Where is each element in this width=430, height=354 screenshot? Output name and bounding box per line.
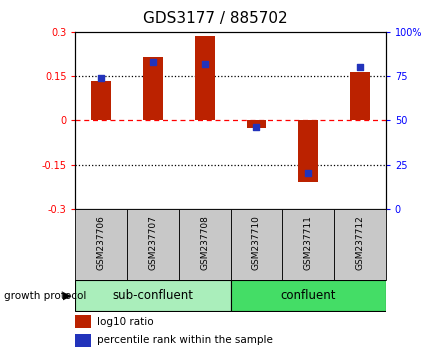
Bar [230,209,282,280]
Text: GSM237710: GSM237710 [252,215,260,270]
Text: GDS3177 / 885702: GDS3177 / 885702 [143,11,287,25]
Bar [298,120,317,182]
Text: log10 ratio: log10 ratio [97,316,154,327]
Bar [194,36,214,120]
Text: growth protocol: growth protocol [4,291,86,301]
Text: GSM237708: GSM237708 [200,215,209,270]
Text: GSM237712: GSM237712 [355,216,363,270]
Text: GSM237707: GSM237707 [148,215,157,270]
Text: ▶: ▶ [62,291,71,301]
Bar [75,209,127,280]
Bar [282,209,333,280]
Bar [349,72,369,120]
Text: GSM237706: GSM237706 [97,215,105,270]
Bar [178,209,230,280]
Text: sub-confluent: sub-confluent [112,289,193,302]
Bar [246,120,266,128]
Text: percentile rank within the sample: percentile rank within the sample [97,335,272,346]
Bar [143,57,163,120]
Bar [230,280,385,311]
Bar [75,280,230,311]
Point [149,59,156,65]
Bar [127,209,178,280]
Point [356,64,362,70]
Bar [75,315,91,328]
Point [201,61,208,67]
Point [252,125,259,130]
Point [304,171,311,176]
Text: confluent: confluent [280,289,335,302]
Bar [91,81,111,120]
Point [98,75,104,81]
Bar [333,209,385,280]
Bar [75,334,91,347]
Text: GSM237711: GSM237711 [303,215,312,270]
